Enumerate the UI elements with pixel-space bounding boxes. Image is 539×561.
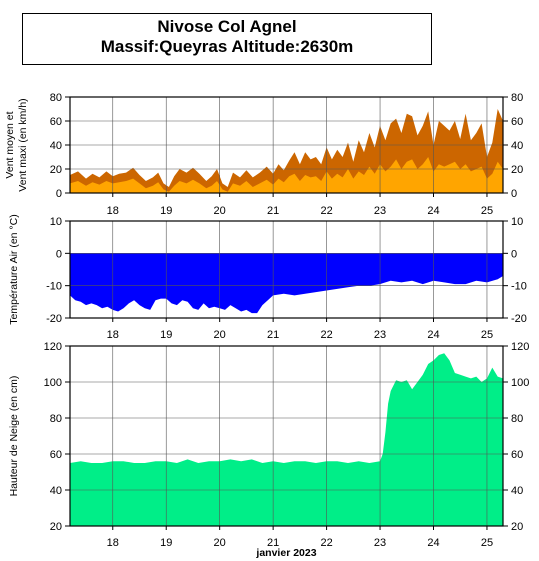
temperature-ytick-label-left: 10	[50, 216, 62, 228]
wind-day-label: 25	[481, 205, 493, 217]
wind-ytick-label-right: 80	[511, 92, 523, 104]
wind-ytick-label-left: 80	[50, 92, 62, 104]
temperature-day-label: 25	[481, 329, 493, 341]
snow-ytick-label-left: 80	[50, 413, 62, 425]
title-box: Nivose Col Agnel Massif:Queyras Altitude…	[22, 13, 432, 65]
snow-ytick-label-left: 60	[50, 449, 62, 461]
temperature-ytick-label-left: -10	[46, 281, 62, 293]
snow-ytick-label-right: 60	[511, 449, 523, 461]
temperature-day-label: 22	[320, 329, 332, 341]
temperature-panel	[65, 220, 508, 322]
snow-day-label: 24	[427, 537, 439, 549]
snow-day-label: 21	[267, 537, 279, 549]
wind-ytick-label-left: 20	[50, 164, 62, 176]
snow-ytick-label-left: 120	[44, 341, 62, 353]
snow-ytick-label-left: 40	[50, 485, 62, 497]
snow-snow_height-area	[70, 353, 503, 526]
wind-ylabel: Vent maxi (en km/h)	[17, 98, 29, 191]
temperature-day-label: 24	[427, 329, 439, 341]
wind-ytick-label-left: 40	[50, 140, 62, 152]
snow-xlabel: janvier 2023	[255, 547, 316, 559]
wind-ytick-label-left: 0	[56, 188, 62, 200]
snow-panel	[65, 345, 508, 530]
wind-day-label: 20	[214, 205, 226, 217]
temperature-ytick-label-left: -20	[46, 313, 62, 325]
wind-frame	[69, 96, 504, 194]
temperature-day-label: 21	[267, 329, 279, 341]
chart-subtitle: Massif:Queyras Altitude:2630m	[100, 37, 354, 56]
wind-ytick-label-right: 40	[511, 140, 523, 152]
wind-ytick-label-right: 20	[511, 164, 523, 176]
wind-day-label: 19	[160, 205, 172, 217]
snow-ytick-label-left: 20	[50, 521, 62, 533]
temperature-day-label: 19	[160, 329, 172, 341]
snow-ytick-label-left: 100	[44, 377, 62, 389]
snow-day-label: 19	[160, 537, 172, 549]
snow-ytick-label-right: 20	[511, 521, 523, 533]
wind-ytick-label-left: 60	[50, 116, 62, 128]
snow-ytick-label-right: 80	[511, 413, 523, 425]
snow-ytick-label-right: 40	[511, 485, 523, 497]
temperature-frame	[69, 220, 504, 319]
snow-day-label: 25	[481, 537, 493, 549]
snow-day-label: 22	[320, 537, 332, 549]
temperature-ytick-label-right: -20	[511, 313, 527, 325]
snow-ytick-label-right: 100	[511, 377, 529, 389]
wind-ytick-label-right: 60	[511, 116, 523, 128]
snow-ytick-label-right: 120	[511, 341, 529, 353]
wind-day-label: 23	[374, 205, 386, 217]
wind-ytick-label-right: 0	[511, 188, 517, 200]
wind-day-label: 24	[427, 205, 439, 217]
wind-day-label: 21	[267, 205, 279, 217]
temperature-day-label: 23	[374, 329, 386, 341]
snow-ylabel: Hauteur de Neige (en cm)	[8, 376, 20, 497]
snow-frame	[69, 345, 504, 527]
temperature-ytick-label-right: 0	[511, 248, 517, 260]
snow-day-label: 23	[374, 537, 386, 549]
temperature-ytick-label-right: -10	[511, 281, 527, 293]
chart-title: Nivose Col Agnel	[157, 17, 297, 36]
snow-day-label: 20	[214, 537, 226, 549]
wind-day-label: 18	[107, 205, 119, 217]
temperature-ytick-label-left: 0	[56, 248, 62, 260]
temperature-ylabel: Température Air (en °C)	[8, 214, 20, 324]
snow-day-label: 18	[107, 537, 119, 549]
wind-mean-area	[70, 157, 503, 193]
wind-panel	[65, 96, 508, 197]
temperature-day-label: 18	[107, 329, 119, 341]
temperature-day-label: 20	[214, 329, 226, 341]
temperature-temperature-area	[70, 253, 503, 314]
wind-ylabel: Vent moyen et	[4, 111, 16, 178]
wind-day-label: 22	[320, 205, 332, 217]
temperature-ytick-label-right: 10	[511, 216, 523, 228]
